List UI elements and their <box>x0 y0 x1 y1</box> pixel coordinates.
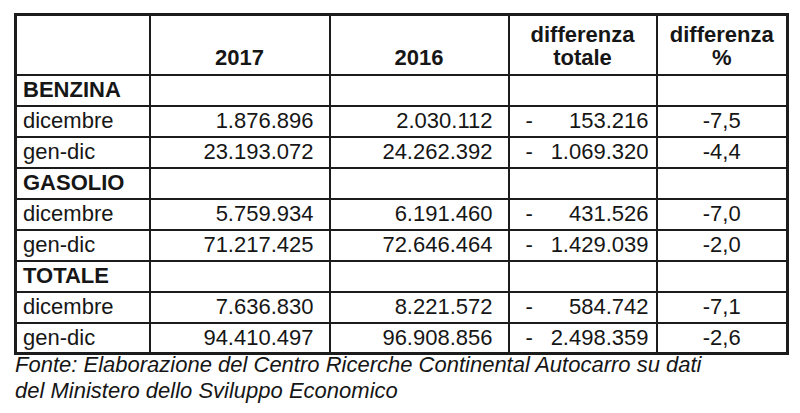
empty-cell <box>509 168 657 199</box>
table-body: BENZINA dicembre 1.876.896 2.030.112 - 15… <box>16 75 788 354</box>
empty-cell <box>509 75 657 106</box>
diff-value: 584.742 <box>569 294 649 319</box>
value-2017-cell: 71.217.425 <box>150 230 330 261</box>
header-cell-blank <box>16 15 150 75</box>
diff-total-cell: -1.069.320 <box>509 137 657 168</box>
section-label-cell: BENZINA <box>16 75 150 106</box>
empty-cell <box>657 261 788 292</box>
value-2017-cell: 1.876.896 <box>150 106 330 137</box>
value-2016-cell: 24.262.392 <box>330 137 509 168</box>
value-2016-cell: 2.030.112 <box>330 106 509 137</box>
section-row-totale: TOTALE <box>16 261 788 292</box>
source-note-line2: del Ministero dello Sviluppo Economico <box>15 378 701 404</box>
table-row: dicembre 5.759.934 6.191.460 - 431.526 -7… <box>16 199 788 230</box>
table-row: gen-dic 71.217.425 72.646.464 -1.429.039… <box>16 230 788 261</box>
value-2016-cell: 8.221.572 <box>330 292 509 323</box>
diff-total-cell: - 153.216 <box>509 106 657 137</box>
value-2017-cell: 23.193.072 <box>150 137 330 168</box>
section-label-cell: TOTALE <box>16 261 150 292</box>
diff-pct-cell: -2,6 <box>657 323 788 354</box>
source-note-line1: Fonte: Elaborazione del Centro Ricerche … <box>15 352 701 378</box>
table-row: dicembre 7.636.830 8.221.572 - 584.742 -7… <box>16 292 788 323</box>
table-row: gen-dic 23.193.072 24.262.392 -1.069.320… <box>16 137 788 168</box>
header-row: 2017 2016 differenza totale differenza % <box>16 15 788 75</box>
header-label-line1: differenza <box>658 23 787 46</box>
diff-value: 431.526 <box>569 201 649 226</box>
header-cell-diff-pct: differenza % <box>657 15 788 75</box>
minus-sign: - <box>526 201 533 227</box>
section-row-benzina: BENZINA <box>16 75 788 106</box>
table-header: 2017 2016 differenza totale differenza % <box>16 15 788 75</box>
diff-pct-cell: -7,1 <box>657 292 788 323</box>
row-label-cell: gen-dic <box>16 323 150 354</box>
header-cell-diff-total: differenza totale <box>509 15 657 75</box>
value-2017-cell: 5.759.934 <box>150 199 330 230</box>
fuel-consumption-table: 2017 2016 differenza totale differenza %… <box>14 13 789 355</box>
empty-cell <box>150 168 330 199</box>
header-cell-2017: 2017 <box>150 15 330 75</box>
diff-pct-cell: -4,4 <box>657 137 788 168</box>
diff-value: 1.069.320 <box>551 139 649 164</box>
header-label-line1: differenza <box>510 23 656 46</box>
empty-cell <box>509 261 657 292</box>
header-label: 2017 <box>151 46 329 69</box>
value-2016-cell: 72.646.464 <box>330 230 509 261</box>
header-label-line2: totale <box>510 46 656 69</box>
row-label-cell: dicembre <box>16 292 150 323</box>
empty-cell <box>657 168 788 199</box>
minus-sign: - <box>526 108 533 134</box>
diff-total-cell: - 431.526 <box>509 199 657 230</box>
empty-cell <box>657 75 788 106</box>
header-label-line2: % <box>658 46 787 69</box>
diff-total-cell: -2.498.359 <box>509 323 657 354</box>
table-row: dicembre 1.876.896 2.030.112 - 153.216 -7… <box>16 106 788 137</box>
minus-sign: - <box>526 139 533 165</box>
section-label-cell: GASOLIO <box>16 168 150 199</box>
value-2017-cell: 94.410.497 <box>150 323 330 354</box>
row-label-cell: gen-dic <box>16 137 150 168</box>
empty-cell <box>150 75 330 106</box>
diff-pct-cell: -2,0 <box>657 230 788 261</box>
minus-sign: - <box>526 294 533 320</box>
row-label-cell: gen-dic <box>16 230 150 261</box>
minus-sign: - <box>526 325 533 351</box>
diff-value: 1.429.039 <box>551 232 649 257</box>
value-2016-cell: 96.908.856 <box>330 323 509 354</box>
header-cell-2016: 2016 <box>330 15 509 75</box>
empty-cell <box>330 168 509 199</box>
diff-pct-cell: -7,0 <box>657 199 788 230</box>
empty-cell <box>150 261 330 292</box>
diff-value: 2.498.359 <box>551 325 649 350</box>
header-label: 2016 <box>331 46 508 69</box>
empty-cell <box>330 75 509 106</box>
table-row: gen-dic 94.410.497 96.908.856 -2.498.359… <box>16 323 788 354</box>
value-2016-cell: 6.191.460 <box>330 199 509 230</box>
diff-value: 153.216 <box>569 108 649 133</box>
diff-total-cell: - 584.742 <box>509 292 657 323</box>
diff-pct-cell: -7,5 <box>657 106 788 137</box>
diff-total-cell: -1.429.039 <box>509 230 657 261</box>
row-label-cell: dicembre <box>16 106 150 137</box>
empty-cell <box>330 261 509 292</box>
source-note: Fonte: Elaborazione del Centro Ricerche … <box>15 352 701 404</box>
section-row-gasolio: GASOLIO <box>16 168 788 199</box>
minus-sign: - <box>526 232 533 258</box>
row-label-cell: dicembre <box>16 199 150 230</box>
value-2017-cell: 7.636.830 <box>150 292 330 323</box>
